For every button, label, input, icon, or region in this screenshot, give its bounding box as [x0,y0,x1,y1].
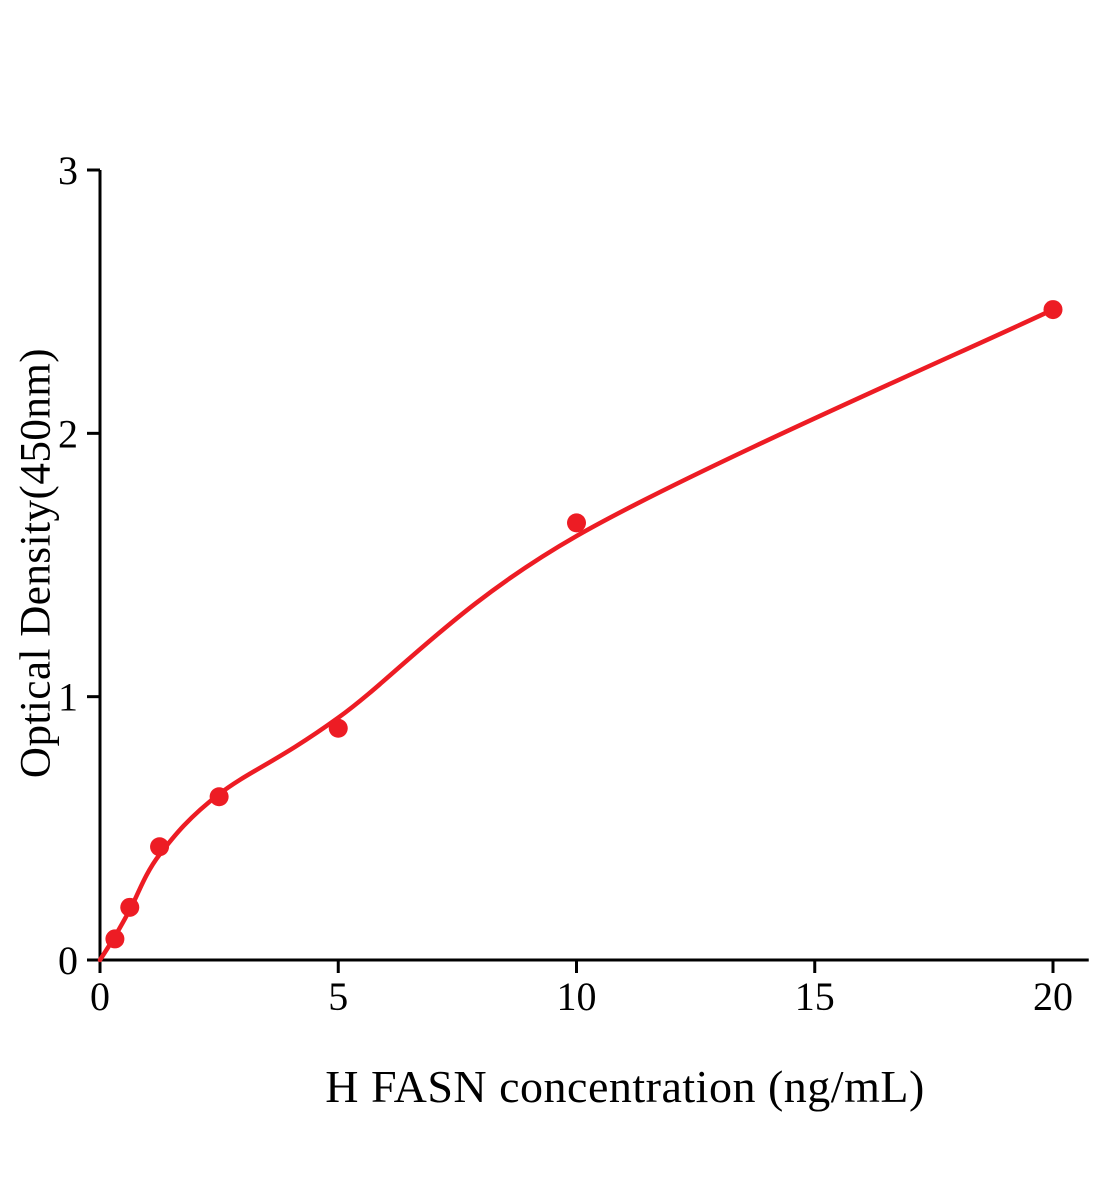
x-tick-label: 15 [795,974,835,1019]
y-tick-label: 1 [58,675,78,720]
x-tick-label: 10 [557,974,597,1019]
y-tick-label: 3 [58,148,78,193]
x-tick-label: 20 [1033,974,1073,1019]
y-axis-label: Optical Density(450nm) [12,347,60,779]
data-point [1043,300,1063,320]
data-point [209,787,229,807]
data-point [567,513,586,533]
y-tick-label: 0 [58,938,78,983]
data-point [105,929,125,949]
data-point [150,837,170,857]
x-tick-label: 5 [328,974,348,1019]
data-point [328,718,348,738]
fit-curve [97,307,1056,963]
x-axis-label: H FASN concentration (ng/mL) [325,1061,925,1112]
x-tick-label: 0 [90,974,110,1019]
data-point [120,897,140,917]
y-tick-label: 2 [58,411,78,456]
